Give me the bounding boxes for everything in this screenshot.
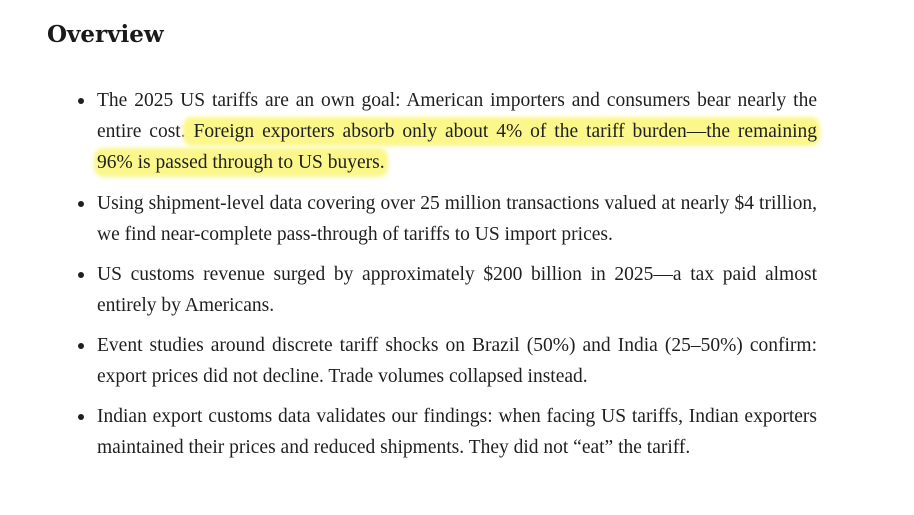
list-item: Event studies around discrete tariff sho…	[78, 330, 817, 401]
bullet-text: The 2025 US tariffs are an own goal: Ame…	[97, 90, 817, 142]
bullet-icon	[78, 272, 84, 278]
section-title: Overview	[47, 21, 164, 48]
bullet-text: Using shipment-level data covering over …	[97, 193, 817, 245]
list-item: Using shipment-level data covering over …	[78, 188, 817, 259]
bullet-text: Indian export customs data validates our…	[97, 406, 817, 458]
bullet-icon	[78, 414, 84, 420]
list-item: US customs revenue surged by approximate…	[78, 259, 817, 330]
bullet-icon	[78, 201, 84, 207]
bullet-text: US customs revenue surged by approximate…	[97, 264, 817, 316]
list-item: Indian export customs data validates our…	[78, 401, 817, 481]
highlighted-text: Foreign exporters absorb only about 4% o…	[97, 120, 817, 174]
bullet-icon	[78, 343, 84, 349]
bullet-icon	[78, 98, 84, 104]
list-item: The 2025 US tariffs are an own goal: Ame…	[78, 85, 817, 188]
bullet-text: Event studies around discrete tariff sho…	[97, 335, 817, 387]
bullet-list: The 2025 US tariffs are an own goal: Ame…	[78, 85, 817, 481]
